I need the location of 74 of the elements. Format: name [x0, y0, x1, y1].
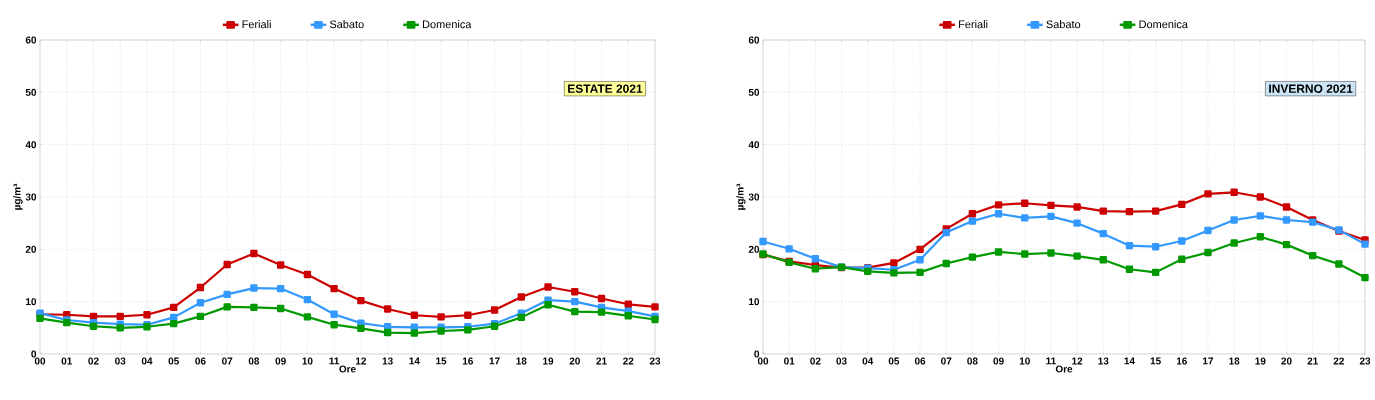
x-tick-label: 21 [1307, 357, 1318, 365]
x-tick-label: 06 [914, 357, 926, 365]
y-tick-label: 60 [25, 36, 37, 44]
x-tick-label: 07 [222, 357, 233, 365]
x-tick-label: 05 [168, 357, 179, 365]
x-tick-label: 13 [382, 357, 393, 365]
x-tick-label: 15 [1150, 357, 1161, 365]
y-tick-label: 0 [31, 350, 37, 358]
x-tick-label: 20 [569, 357, 580, 365]
x-axis-title: Ore [339, 365, 356, 373]
annotation: INVERNO 2021 [1269, 84, 1353, 93]
x-tick-label: 07 [941, 357, 952, 365]
x-tick-label: 11 [329, 357, 340, 365]
x-tick-label: 00 [34, 357, 46, 365]
x-tick-label: 02 [810, 357, 821, 365]
legend-label: Sabato [1046, 20, 1081, 29]
y-tick-label: 20 [748, 245, 760, 253]
x-tick-label: 09 [993, 357, 1004, 365]
x-axis-title: Ore [1055, 365, 1073, 373]
y-tick-label: 10 [26, 298, 37, 306]
x-tick-label: 04 [141, 357, 153, 365]
x-tick-label: 09 [275, 357, 286, 365]
y-tick-label: 0 [754, 350, 760, 358]
x-tick-label: 19 [1255, 357, 1266, 365]
legend-label: Domenica [423, 20, 472, 29]
legend-label: Feriali [242, 20, 271, 29]
y-axis-title: µg/m³ [13, 183, 23, 210]
x-tick-label: 08 [967, 357, 978, 365]
x-tick-label: 22 [623, 357, 634, 365]
x-tick-label: 23 [1359, 357, 1371, 365]
x-tick-label: 17 [1203, 357, 1214, 365]
y-tick-label: 20 [25, 245, 37, 253]
x-tick-label: 13 [1098, 357, 1109, 365]
x-tick-label: 03 [115, 357, 126, 365]
y-tick-label: 30 [25, 193, 37, 201]
y-tick-label: 40 [25, 141, 37, 149]
x-tick-label: 00 [757, 357, 769, 365]
y-tick-label: 50 [748, 88, 760, 96]
x-tick-label: 21 [596, 357, 607, 365]
x-tick-label: 03 [836, 357, 847, 365]
x-tick-label: 02 [88, 357, 99, 365]
x-tick-label: 22 [1333, 357, 1344, 365]
x-tick-label: 05 [888, 357, 900, 365]
x-tick-label: 14 [1124, 357, 1135, 365]
x-tick-label: 01 [784, 357, 795, 365]
x-tick-label: 20 [1281, 357, 1292, 365]
annotation: ESTATE 2021 [568, 84, 643, 93]
y-axis-title: µg/m³ [736, 183, 746, 210]
y-tick-label: 40 [748, 141, 760, 149]
x-tick-label: 08 [248, 357, 260, 365]
x-tick-label: 12 [355, 357, 367, 365]
y-tick-label: 50 [25, 88, 37, 96]
x-tick-label: 06 [195, 357, 206, 365]
x-tick-label: 23 [649, 357, 661, 365]
legend-label: Sabato [329, 20, 364, 29]
x-tick-label: 10 [302, 357, 313, 365]
x-tick-label: 18 [1229, 357, 1240, 365]
x-tick-label: 10 [1019, 357, 1030, 365]
y-tick-label: 60 [748, 36, 760, 44]
x-tick-label: 12 [1072, 357, 1083, 365]
y-tick-label: 10 [749, 298, 760, 306]
x-tick-label: 15 [436, 357, 447, 365]
x-tick-label: 11 [1046, 357, 1056, 365]
x-tick-label: 16 [462, 357, 474, 365]
x-tick-label: 17 [489, 357, 500, 365]
x-tick-label: 16 [1176, 357, 1187, 365]
x-tick-label: 04 [862, 357, 874, 365]
x-tick-label: 01 [61, 357, 72, 365]
x-tick-label: 14 [409, 357, 420, 365]
x-tick-label: 18 [516, 357, 527, 365]
x-tick-label: 19 [543, 357, 554, 365]
y-tick-label: 30 [748, 193, 760, 201]
legend-label: Feriali [959, 20, 988, 29]
legend-label: Domenica [1139, 20, 1188, 29]
